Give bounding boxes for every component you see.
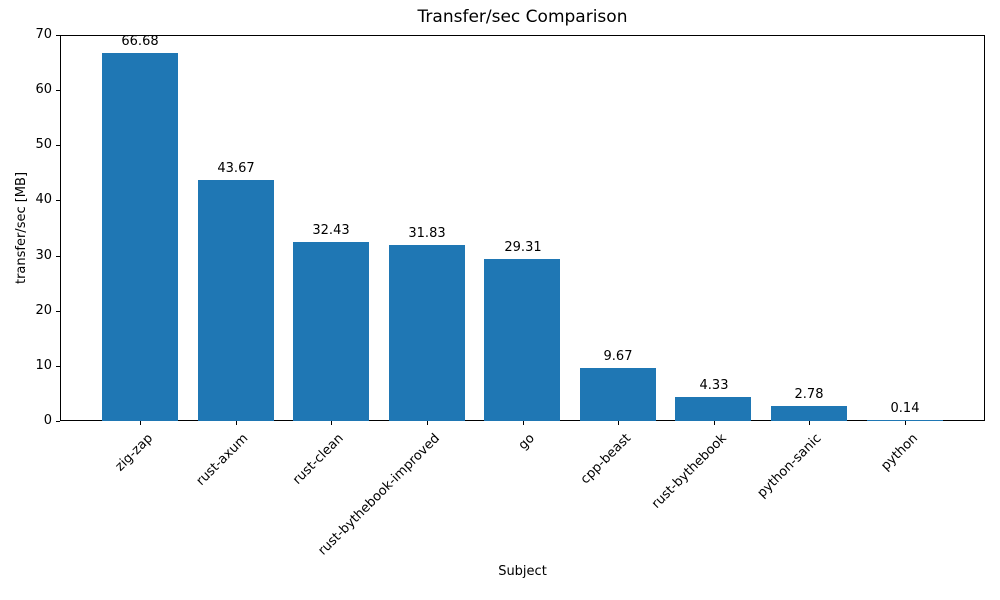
- bar-value-label: 32.43: [312, 223, 350, 238]
- x-tick: [618, 421, 619, 425]
- y-tick-label: 40: [35, 192, 52, 207]
- y-tick: [56, 256, 60, 257]
- bar: [102, 53, 178, 421]
- y-tick-label: 30: [35, 248, 52, 263]
- bar-value-label: 2.78: [794, 387, 824, 402]
- bar: [389, 245, 465, 421]
- y-tick-label: 20: [35, 303, 52, 318]
- x-tick-label: cpp-beast: [577, 431, 634, 488]
- bar-value-label: 31.83: [408, 226, 446, 241]
- bar-value-label: 0.14: [890, 401, 920, 416]
- x-tick: [236, 421, 237, 425]
- x-tick: [331, 421, 332, 425]
- bar-value-label: 43.67: [217, 161, 255, 176]
- bar-value-label: 9.67: [603, 349, 633, 364]
- x-tick-label: rust-clean: [289, 431, 347, 488]
- x-tick-label: python: [877, 431, 921, 474]
- x-tick: [809, 421, 810, 425]
- bar: [771, 406, 847, 421]
- y-tick: [56, 35, 60, 36]
- x-tick-label: python-sanic: [754, 431, 825, 501]
- chart-title: Transfer/sec Comparison: [417, 7, 628, 27]
- x-tick: [714, 421, 715, 425]
- bar: [867, 420, 943, 421]
- y-axis-label: transfer/sec [MB]: [14, 171, 29, 285]
- bar-value-label: 4.33: [699, 378, 729, 393]
- y-tick: [56, 366, 60, 367]
- y-tick-label: 70: [35, 27, 52, 42]
- y-tick: [56, 145, 60, 146]
- y-tick-label: 10: [35, 358, 52, 373]
- x-tick: [905, 421, 906, 425]
- x-tick: [140, 421, 141, 425]
- bar-value-label: 66.68: [121, 34, 159, 49]
- bar: [580, 368, 656, 421]
- x-tick-label: rust-bythebook: [648, 431, 730, 512]
- y-tick: [56, 421, 60, 422]
- bar: [484, 259, 560, 421]
- y-tick: [56, 90, 60, 91]
- x-axis-label: Subject: [498, 564, 547, 579]
- x-tick: [523, 421, 524, 425]
- y-tick-label: 60: [35, 82, 52, 97]
- x-tick-label: go: [515, 431, 538, 454]
- x-tick: [427, 421, 428, 425]
- bar: [293, 242, 369, 421]
- y-tick: [56, 200, 60, 201]
- bar: [675, 397, 751, 421]
- bar: [198, 180, 274, 421]
- y-tick: [56, 311, 60, 312]
- bar-value-label: 29.31: [504, 240, 542, 255]
- x-tick-label: zig-zap: [112, 431, 156, 475]
- y-tick-label: 50: [35, 137, 52, 152]
- x-tick-label: rust-axum: [193, 431, 252, 489]
- y-tick-label: 0: [43, 413, 52, 428]
